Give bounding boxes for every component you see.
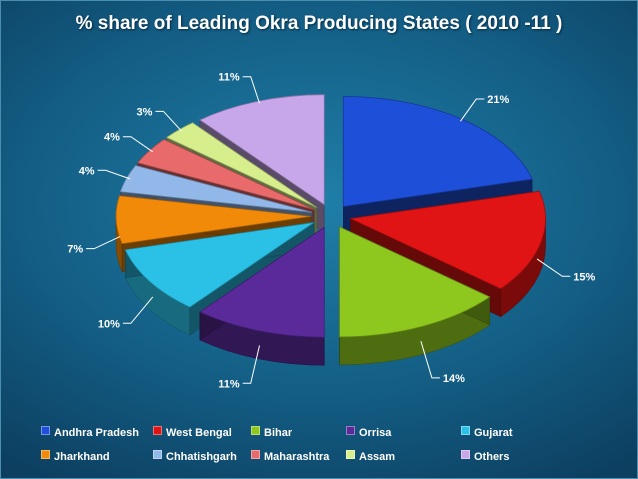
leader-line	[242, 345, 260, 384]
legend-swatch	[251, 450, 260, 459]
legend-item: Jharkhand	[41, 450, 110, 463]
leader-line	[420, 341, 440, 379]
data-label: 4%	[79, 165, 95, 177]
legend-item: Andhra Pradesh	[41, 426, 139, 439]
legend-swatch	[153, 426, 162, 435]
legend-swatch	[41, 426, 50, 435]
legend-label: West Bengal	[166, 427, 232, 439]
legend-label: Others	[474, 451, 510, 463]
data-label: 14%	[443, 373, 465, 385]
data-label: 10%	[98, 318, 120, 330]
legend-swatch	[41, 450, 50, 459]
leader-line	[86, 236, 121, 250]
legend-item: West Bengal	[153, 426, 232, 439]
legend-item: Bihar	[251, 426, 292, 439]
legend-label: Jharkhand	[54, 451, 110, 463]
legend-label: Chhatishgarh	[166, 451, 237, 463]
pie-slice	[199, 226, 325, 366]
legend-item: Maharashtra	[251, 450, 329, 463]
legend-label: Assam	[359, 451, 396, 463]
leader-line	[536, 258, 571, 277]
legend-row: Jharkhand Chhatishgarh Maharashtra Assam Oth…	[41, 447, 621, 471]
legend-label: Andhra Pradesh	[54, 427, 139, 439]
leader-line	[459, 98, 485, 122]
data-label: 11%	[218, 72, 240, 84]
legend-item: Others	[461, 450, 509, 463]
leader-line	[97, 169, 131, 180]
legend-item: Assam	[346, 450, 395, 463]
legend-swatch	[346, 450, 355, 459]
data-label: 4%	[104, 132, 120, 144]
legend-label: Maharashtra	[264, 451, 330, 463]
legend-swatch	[346, 426, 355, 435]
leader-line	[122, 296, 154, 324]
legend-row: Andhra Pradesh West Bengal Bihar Orrisa Guja…	[41, 423, 621, 447]
pie-slice	[339, 226, 491, 366]
legend-item: Gujarat	[461, 426, 513, 439]
leader-line	[242, 76, 260, 104]
legend-item: Chhatishgarh	[153, 450, 237, 463]
legend-swatch	[153, 450, 162, 459]
chart-title: % share of Leading Okra Producing States…	[75, 13, 563, 34]
legend: Andhra Pradesh West Bengal Bihar Orrisa Guja…	[41, 423, 621, 471]
legend-label: Orrisa	[359, 427, 392, 439]
leader-line	[155, 110, 183, 132]
legend-swatch	[461, 450, 470, 459]
legend-item: Orrisa	[346, 426, 391, 439]
data-label: 7%	[67, 244, 83, 256]
data-label: 15%	[573, 271, 595, 283]
data-label: 3%	[137, 106, 153, 118]
legend-swatch	[461, 426, 470, 435]
legend-swatch	[251, 426, 260, 435]
leader-line	[122, 136, 154, 153]
legend-label: Bihar	[264, 427, 293, 439]
data-label: 11%	[218, 378, 240, 390]
data-label: 21%	[487, 94, 509, 106]
legend-label: Gujarat	[474, 427, 513, 439]
